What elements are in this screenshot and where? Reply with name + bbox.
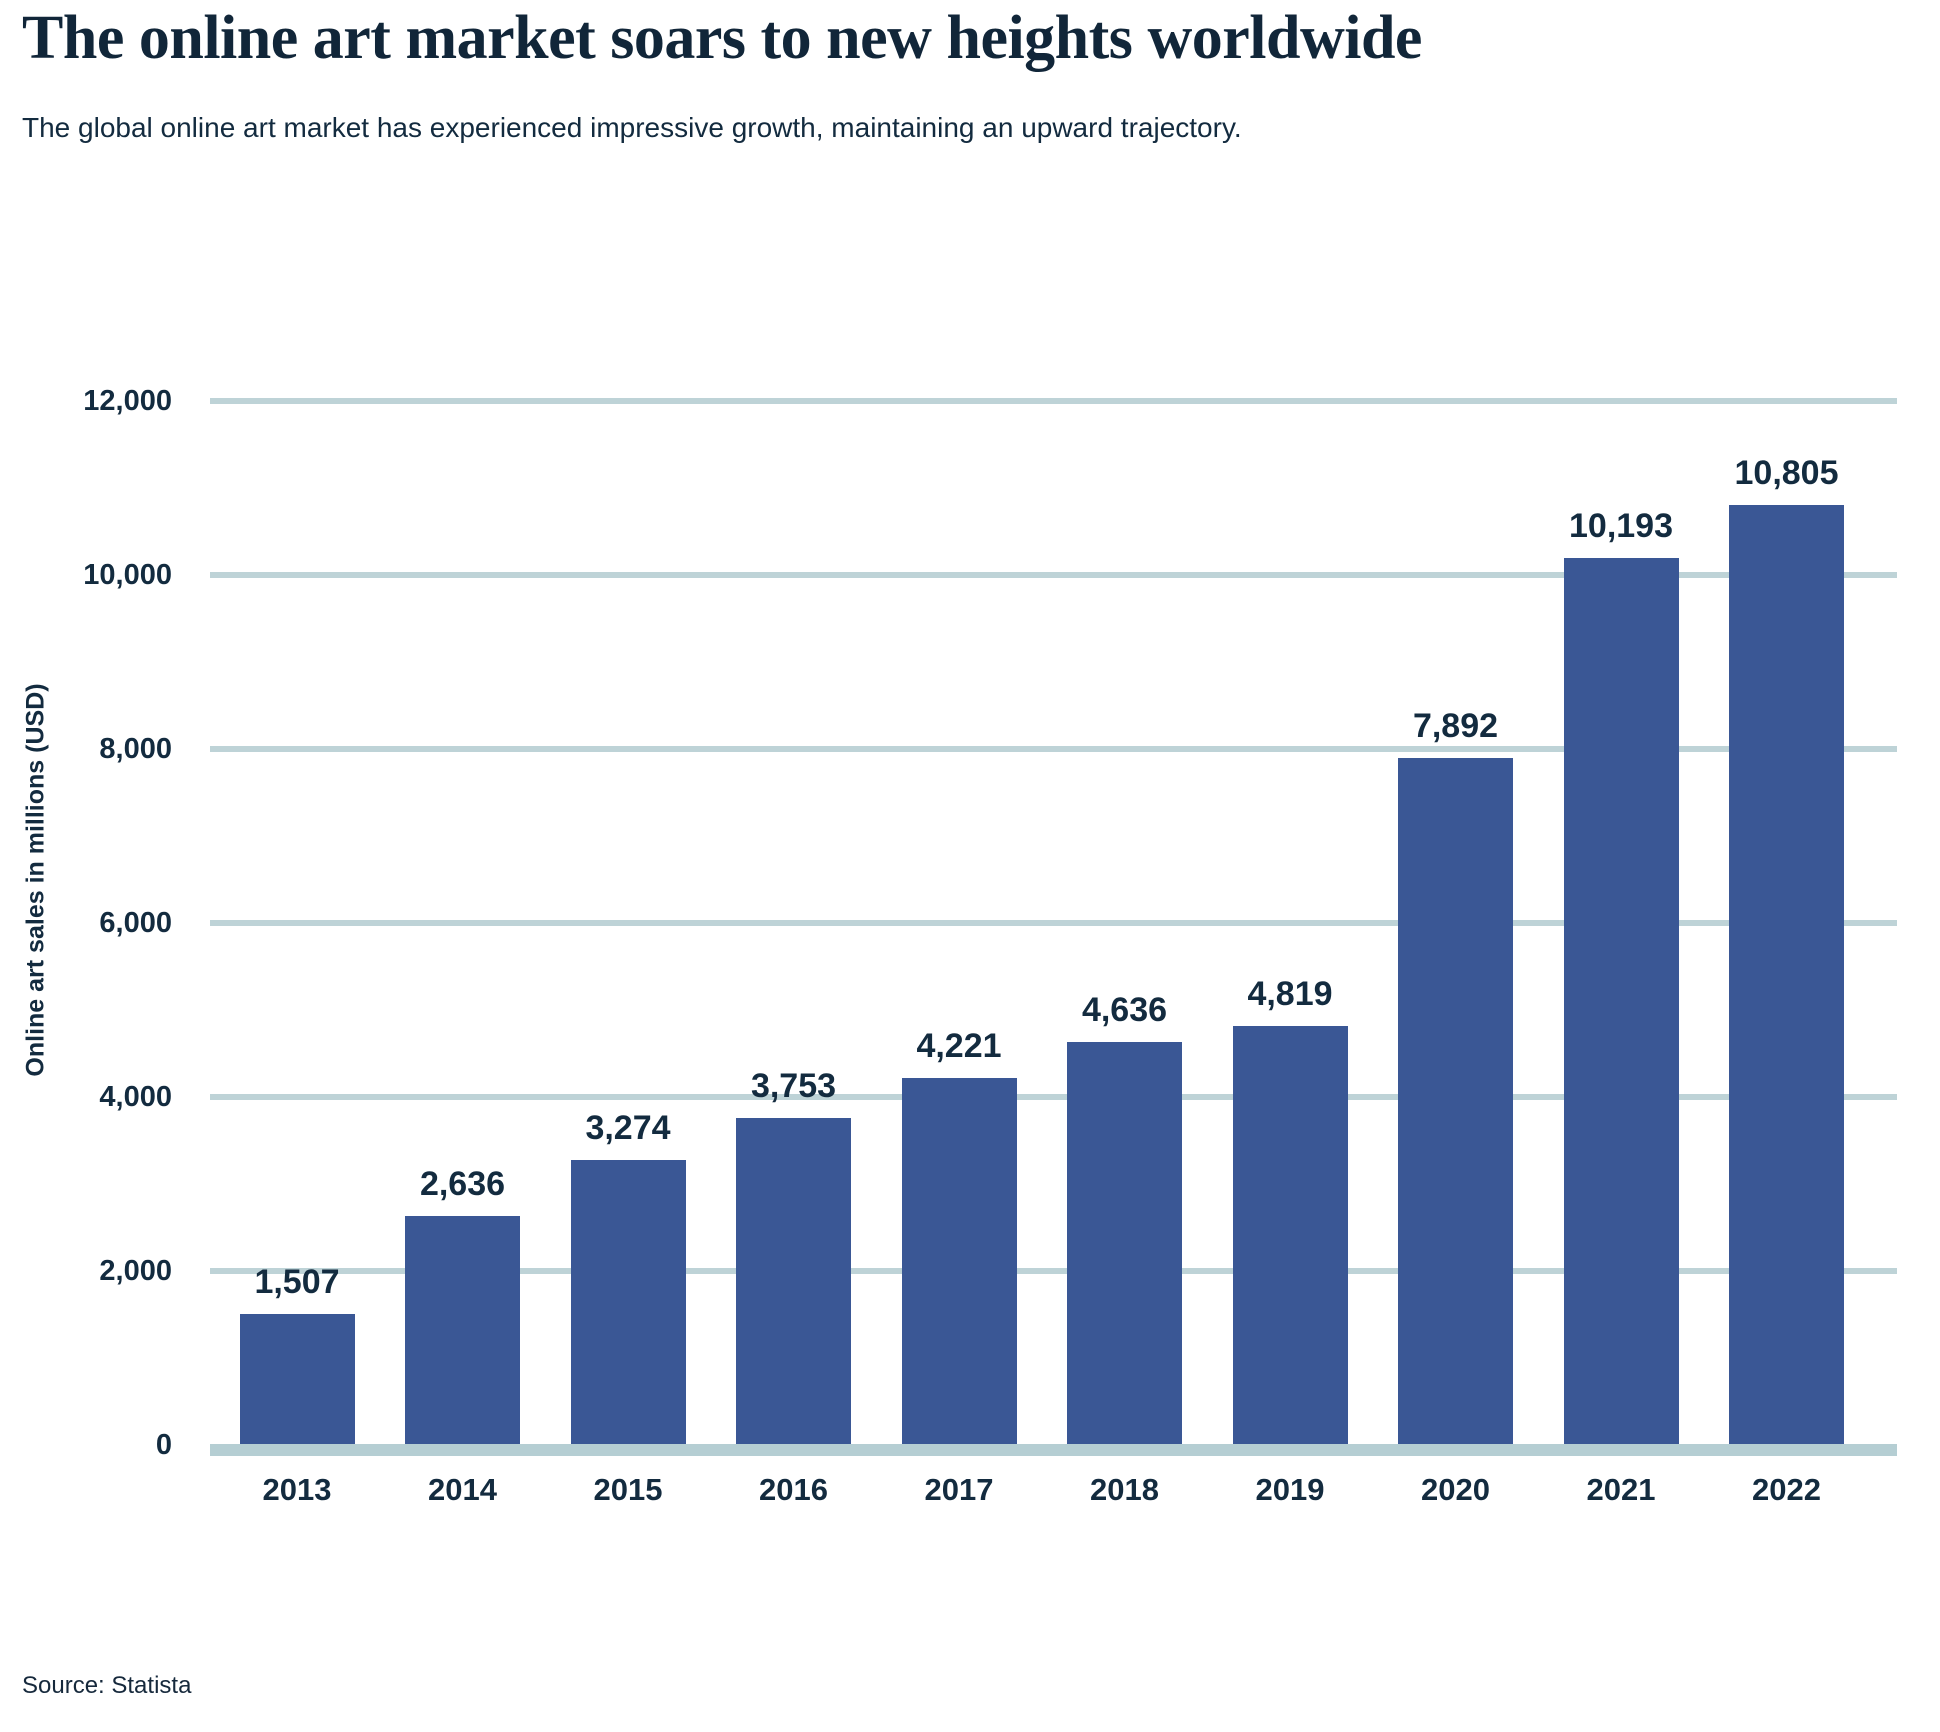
x-tick-label: 2016 bbox=[759, 1472, 828, 1507]
bar-2015 bbox=[570, 1160, 686, 1444]
x-tick-label: 2022 bbox=[1752, 1472, 1821, 1507]
bar-value-label: 1,507 bbox=[254, 1262, 340, 1301]
bar-2021 bbox=[1563, 558, 1679, 1444]
x-tick-label: 2020 bbox=[1421, 1472, 1490, 1507]
bar-value-label: 4,636 bbox=[1081, 990, 1168, 1029]
bar-value-label: 4,221 bbox=[916, 1026, 1002, 1065]
page-subtitle: The global online art market has experie… bbox=[22, 112, 1242, 143]
x-tick-label: 2013 bbox=[262, 1472, 332, 1507]
page-title: The online art market soars to new heigh… bbox=[22, 4, 1422, 72]
x-tick-label: 2018 bbox=[1090, 1472, 1159, 1507]
bar-value-label: 3,274 bbox=[585, 1109, 671, 1148]
gridline-4,000 bbox=[210, 1094, 1897, 1100]
gridline-10,000 bbox=[210, 572, 1897, 578]
bar-value-label: 10,805 bbox=[1734, 453, 1839, 492]
gridline-12,000 bbox=[210, 398, 1897, 404]
y-tick-label: 4,000 bbox=[99, 1081, 172, 1113]
gridline-2,000 bbox=[210, 1268, 1897, 1274]
bar-value-label: 7,892 bbox=[1412, 707, 1499, 746]
bar-2022 bbox=[1729, 504, 1844, 1444]
x-tick-label: 2019 bbox=[1255, 1472, 1325, 1507]
gridline-6,000 bbox=[210, 920, 1897, 926]
x-tick-label: 2021 bbox=[1586, 1472, 1656, 1507]
y-tick-label: 2,000 bbox=[99, 1255, 172, 1287]
y-tick-label: 10,000 bbox=[83, 559, 172, 591]
y-tick-label: 8,000 bbox=[99, 733, 172, 765]
y-tick-label: 12,000 bbox=[83, 385, 172, 417]
bar-2018 bbox=[1067, 1041, 1182, 1444]
bar-2016 bbox=[736, 1118, 851, 1444]
bar-2019 bbox=[1232, 1025, 1348, 1444]
bar-2013 bbox=[239, 1313, 355, 1444]
bar-2020 bbox=[1398, 758, 1513, 1444]
bar-2014 bbox=[405, 1215, 520, 1444]
x-tick-label: 2015 bbox=[593, 1472, 663, 1507]
bar-value-label: 10,193 bbox=[1569, 507, 1673, 546]
gridline-8,000 bbox=[210, 746, 1897, 752]
bar-value-label: 4,819 bbox=[1247, 974, 1333, 1013]
y-tick-label: 0 bbox=[155, 1429, 172, 1461]
bar-value-label: 2,636 bbox=[419, 1164, 506, 1203]
source-note: Source: Statista bbox=[22, 1672, 192, 1699]
bar-value-label: 3,753 bbox=[750, 1067, 837, 1106]
x-axis-baseline bbox=[210, 1444, 1897, 1456]
x-tick-label: 2014 bbox=[428, 1472, 497, 1507]
bar-2017 bbox=[901, 1077, 1017, 1444]
x-tick-label: 2017 bbox=[924, 1472, 994, 1507]
y-tick-label: 6,000 bbox=[99, 907, 172, 939]
